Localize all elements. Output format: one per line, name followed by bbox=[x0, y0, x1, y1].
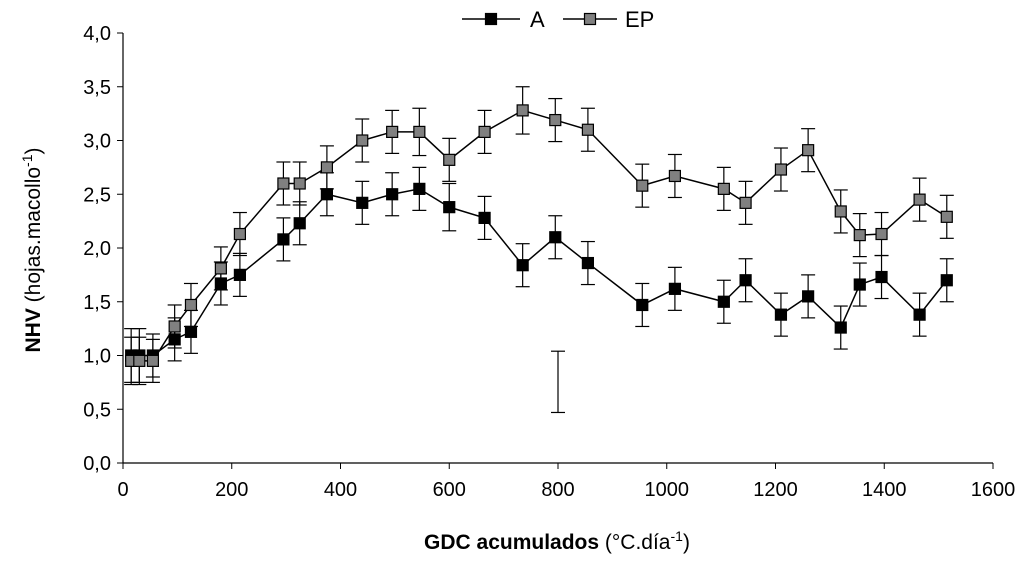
x-tick-label: 800 bbox=[541, 479, 574, 501]
data-point bbox=[277, 233, 290, 246]
data-point bbox=[739, 196, 752, 209]
data-point bbox=[636, 179, 649, 192]
y-tick-label: 4,0 bbox=[83, 23, 111, 45]
data-point bbox=[739, 274, 752, 287]
data-point bbox=[875, 227, 888, 241]
legend-label: EP bbox=[625, 7, 654, 32]
data-point bbox=[214, 262, 227, 275]
data-point bbox=[443, 153, 456, 166]
data-point bbox=[668, 169, 682, 183]
data-point bbox=[478, 125, 491, 139]
data-point bbox=[168, 320, 181, 333]
data-point bbox=[293, 217, 306, 230]
data-point bbox=[853, 278, 866, 291]
data-point bbox=[478, 211, 491, 224]
data-point bbox=[146, 354, 160, 367]
data-point bbox=[320, 161, 334, 174]
data-point bbox=[549, 113, 562, 127]
y-tick-label: 3,0 bbox=[83, 131, 111, 153]
data-point bbox=[853, 229, 866, 242]
y-tick-label: 1,0 bbox=[83, 346, 111, 368]
data-point bbox=[133, 354, 146, 367]
y-axis-title: NHV (hojas.macollo-1) bbox=[19, 147, 45, 352]
y-tick-label: 3,5 bbox=[83, 77, 111, 99]
annotations bbox=[551, 350, 565, 414]
legend-marker bbox=[484, 12, 498, 26]
data-point bbox=[413, 125, 426, 139]
data-point bbox=[233, 268, 247, 281]
y-tick-label: 0,5 bbox=[83, 399, 111, 421]
y-tick-label: 2,0 bbox=[83, 238, 111, 260]
legend-marker bbox=[583, 12, 597, 26]
data-point bbox=[774, 308, 788, 321]
x-tick-label: 0 bbox=[117, 479, 128, 501]
axis-titles: GDC acumulados (°C.día-1) NHV (hojas.maco… bbox=[19, 147, 690, 554]
data-point bbox=[802, 144, 815, 157]
x-tick-label: 1400 bbox=[862, 479, 907, 501]
data-point bbox=[802, 290, 815, 303]
data-point bbox=[516, 104, 529, 117]
data-point bbox=[386, 188, 399, 201]
legend-item-ep: EP bbox=[563, 7, 654, 32]
data-point bbox=[413, 182, 426, 195]
data-point bbox=[581, 123, 595, 136]
x-tick-label: 400 bbox=[324, 479, 357, 501]
x-axis-title: GDC acumulados (°C.día-1) bbox=[424, 528, 690, 554]
series-line bbox=[131, 188, 948, 357]
data-point bbox=[549, 231, 562, 244]
data-point bbox=[356, 134, 369, 147]
data-point bbox=[913, 308, 926, 321]
legend-item-a: A bbox=[462, 7, 545, 32]
data-point bbox=[940, 210, 953, 223]
y-tick-label: 1,5 bbox=[83, 292, 111, 314]
data-point bbox=[717, 182, 730, 195]
data-point bbox=[636, 298, 649, 312]
data-point bbox=[277, 177, 290, 190]
legend: A EP bbox=[462, 7, 654, 32]
data-point bbox=[184, 298, 198, 312]
data-point bbox=[581, 256, 595, 270]
y-tick-label: 2,5 bbox=[83, 184, 111, 206]
data-point bbox=[774, 163, 788, 176]
data-point bbox=[356, 196, 369, 209]
data-point bbox=[913, 193, 926, 206]
y-tick-label: 0,0 bbox=[83, 453, 111, 475]
series-a bbox=[124, 166, 954, 383]
x-tick-label: 200 bbox=[215, 479, 248, 501]
data-point bbox=[184, 325, 198, 338]
x-tick-label: 600 bbox=[433, 479, 466, 501]
series-layer bbox=[124, 86, 954, 386]
x-tick-label: 1200 bbox=[753, 479, 798, 501]
data-point bbox=[386, 125, 399, 139]
data-point bbox=[834, 205, 847, 218]
data-point bbox=[668, 282, 682, 295]
data-point bbox=[875, 270, 888, 284]
chart-axes: 0,0 0,5 1,0 1,5 2,0 2,5 3,0 3,5 4,0 0 200 400 600 800… bbox=[83, 23, 1015, 501]
data-point bbox=[516, 259, 529, 272]
data-point bbox=[940, 274, 953, 287]
data-point bbox=[293, 177, 306, 190]
data-point bbox=[443, 201, 456, 214]
series-line bbox=[131, 109, 948, 362]
data-point bbox=[320, 188, 334, 201]
series-ep bbox=[124, 86, 954, 386]
x-tick-label: 1000 bbox=[645, 479, 690, 501]
data-point bbox=[233, 227, 247, 241]
data-point bbox=[717, 295, 730, 308]
x-tick-label: 1600 bbox=[971, 479, 1016, 501]
legend-label: A bbox=[530, 7, 545, 32]
data-point bbox=[834, 321, 847, 334]
